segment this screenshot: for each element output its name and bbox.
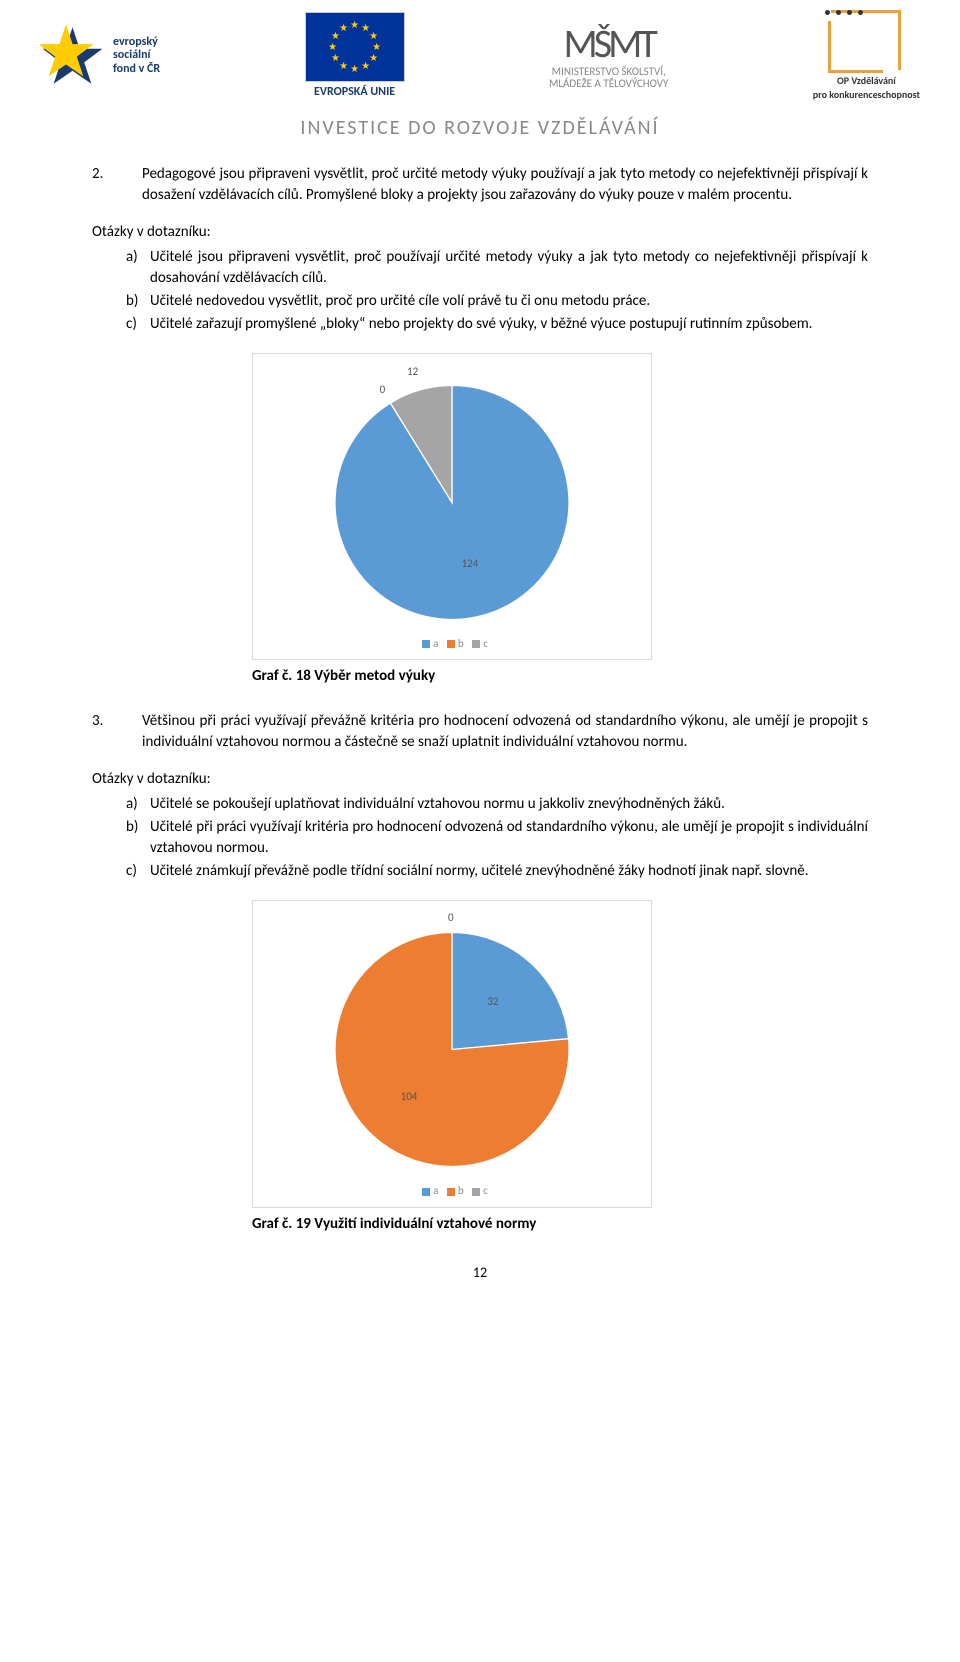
q3-marker-a: a) [126,794,138,815]
eu-stars: ★★★★★★★★★★★★ [328,20,382,74]
questions-label-1: Otázky v dotazníku: [92,222,868,243]
q3-marker-c: c) [126,861,137,882]
item-3-num: 3. [92,711,122,753]
q3-text-b: Učitelé při práci využívají kritéria pro… [150,818,868,857]
q3-item-a: a) Učitelé se pokoušejí uplatňovat indivi… [126,794,868,815]
esf-line-2: sociální [113,49,160,62]
esf-text: evropský sociální fond v ČR [113,36,160,76]
item-2: 2. Pedagogové jsou připraveni vysvětlit,… [92,164,868,206]
chart-2-caption: Graf č. 19 Využití individuální vztahové… [252,1214,868,1235]
eu-label: EVROPSKÁ UNIE [314,84,395,101]
q2-item-c: c) Učitelé zařazují promyšlené „bloky“ ne… [126,314,868,335]
q3-list: a) Učitelé se pokoušejí uplatňovat indivi… [92,794,868,882]
q2-item-a: a) Učitelé jsou připraveni vysvětlit, pro… [126,247,868,289]
page-number: 12 [0,1263,960,1283]
header-band: evropský sociální fond v ČR ★★★★★★★★★★★★… [0,0,960,102]
q3-text-a: Učitelé se pokoušejí uplatňovat individu… [150,795,725,813]
esf-line-3: fond v ČR [113,63,160,76]
msmt-icon: MŠMT [549,22,668,66]
esf-star-icon [40,24,105,89]
q2-list: a) Učitelé jsou připraveni vysvětlit, pro… [92,247,868,335]
op-logo: OP Vzdělávání pro konkurenceschopnost [813,10,920,102]
q2-item-b: b) Učitelé nedovedou vysvětlit, proč pro … [126,291,868,312]
q3-text-c: Učitelé známkují převážně podle třídní s… [150,862,809,880]
esf-logo: evropský sociální fond v ČR [40,24,160,89]
chart-1: 124012 a b c [252,353,652,660]
op-line-1: OP Vzdělávání [813,74,920,88]
q3-item-b: b) Učitelé při práci využívají kritéria p… [126,817,868,859]
q2-text-a: Učitelé jsou připraveni vysvětlit, proč … [150,248,868,287]
q3-marker-b: b) [126,817,138,838]
chart-2: 321040 a b c [252,900,652,1207]
chart-2-legend: a b c [253,1183,651,1198]
item-3-text: Většinou při práci využívají převážně kr… [142,711,868,753]
msmt-line-2: MLÁDEŽE A TĚLOVÝCHOVY [549,78,668,90]
page-content: 2. Pedagogové jsou připraveni vysvětlit,… [0,164,960,1235]
op-square-icon [831,10,901,70]
op-dots-icon [825,5,869,19]
item-2-num: 2. [92,164,122,206]
q2-marker-c: c) [126,314,137,335]
item-2-text: Pedagogové jsou připraveni vysvětlit, pr… [142,164,868,206]
questions-label-2: Otázky v dotazníku: [92,769,868,790]
q2-marker-b: b) [126,291,138,312]
q2-text-b: Učitelé nedovedou vysvětlit, proč pro ur… [150,292,650,310]
q2-text-c: Učitelé zařazují promyšlené „bloky“ nebo… [150,315,812,333]
tagline: INVESTICE DO ROZVOJE VZDĚLÁVÁNÍ [0,114,960,142]
chart-1-pie: 124012 [322,366,582,626]
chart-1-legend: a b c [253,636,651,651]
q3-item-c: c) Učitelé známkují převážně podle třídní… [126,861,868,882]
q2-marker-a: a) [126,247,138,268]
chart-2-pie: 321040 [322,913,582,1173]
op-line-2: pro konkurenceschopnost [813,88,920,102]
chart-1-caption: Graf č. 18 Výběr metod výuky [252,666,868,687]
msmt-logo: MŠMT MINISTERSTVO ŠKOLSTVÍ, MLÁDEŽE A TĚ… [549,22,668,90]
eu-logo: ★★★★★★★★★★★★ EVROPSKÁ UNIE [305,12,405,101]
item-3: 3. Většinou při práci využívají převážně… [92,711,868,753]
eu-flag-icon: ★★★★★★★★★★★★ [305,12,405,82]
